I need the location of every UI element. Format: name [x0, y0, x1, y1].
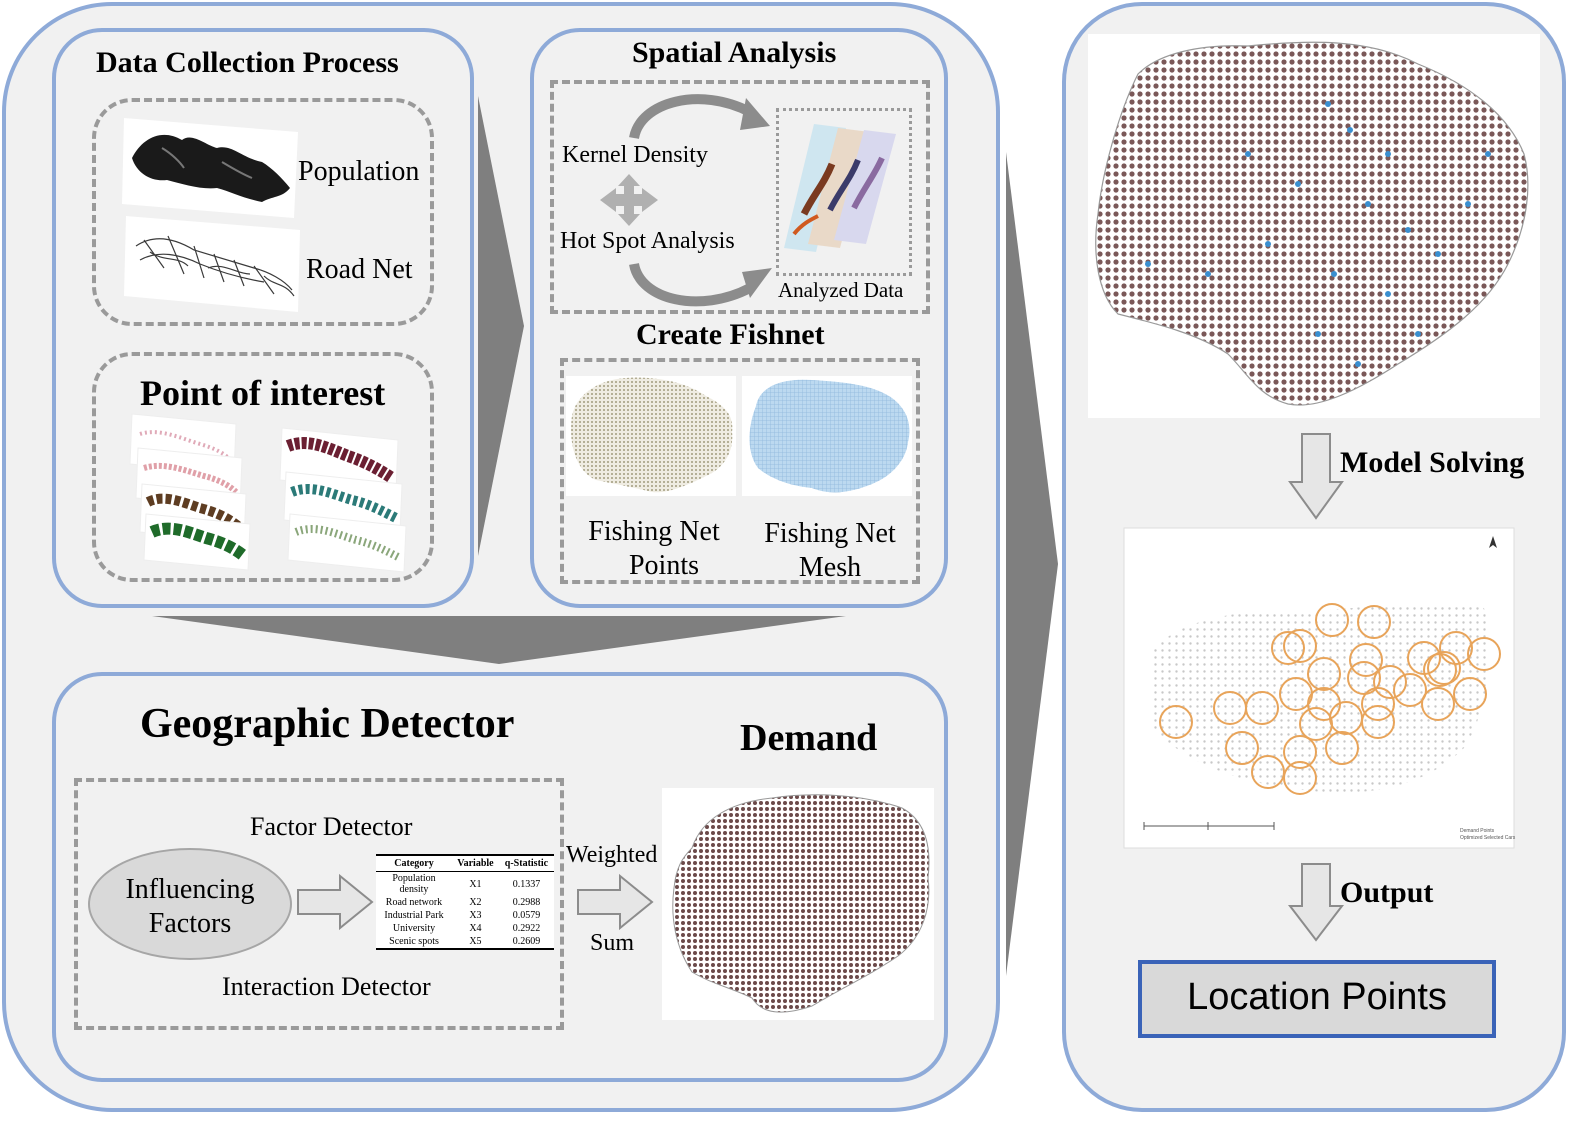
table-cell: 0.1337 — [512, 878, 541, 890]
fishnet-points-label-line1: Fishing Net — [588, 516, 720, 547]
road-net-map-image — [124, 216, 300, 312]
table-header-q-statistic: q-Statistic — [498, 854, 554, 872]
table-cell: Industrial Park — [384, 910, 444, 921]
table-cell: University — [392, 923, 436, 934]
fishnet-points-label-line2: Points — [628, 550, 700, 581]
table-cell: 0.2922 — [512, 923, 541, 934]
fishnet-mesh-label-line2: Mesh — [798, 552, 862, 583]
table-cell: X4 — [469, 923, 482, 934]
factor-detector-label: Factor Detector — [250, 812, 413, 841]
q-statistic-table: Category Variable q-Statistic Population… — [376, 854, 554, 950]
hot-spot-label: Hot Spot Analysis — [560, 228, 735, 254]
population-map-image — [122, 118, 298, 218]
table-cell: X3 — [469, 910, 482, 921]
geographic-detector-dashed-box — [74, 778, 564, 1030]
table-header-category: Category — [376, 854, 452, 872]
table-cell: X1 — [469, 878, 482, 890]
arrow-to-geographic-detector — [152, 616, 846, 664]
candidate-points-map-image — [1088, 34, 1540, 418]
data-collection-dashed-box — [92, 98, 434, 326]
population-label: Population — [298, 156, 420, 187]
table-cell: 0.2609 — [498, 935, 554, 950]
influencing-label-line1: Influencing — [125, 874, 255, 905]
fishnet-points-map — [566, 376, 736, 496]
arrow-to-table — [297, 873, 374, 931]
weighted-label: Weighted — [566, 842, 658, 868]
arrow-to-spatial-analysis — [478, 96, 524, 556]
poi-dashed-box — [92, 352, 434, 582]
demand-title: Demand — [740, 717, 878, 759]
analyzed-data-label: Analyzed Data — [778, 278, 904, 302]
arrow-to-demand — [577, 873, 654, 931]
data-collection-title: Data Collection Process — [96, 46, 399, 79]
table-cell: Population density — [392, 873, 436, 895]
table-cell: X2 — [469, 897, 482, 908]
spatial-analysis-title: Spatial Analysis — [632, 36, 837, 69]
four-way-arrow-icon — [600, 174, 658, 226]
geographic-detector-title: Geographic Detector — [140, 701, 515, 747]
location-points-box — [1138, 960, 1496, 1038]
spatial-analysis-dashed-box — [550, 80, 930, 314]
cycle-arrows — [629, 94, 772, 307]
map-legend-optimized-cars: Optimized Selected Cars — [1460, 835, 1516, 841]
fishnet-mesh-map — [742, 376, 912, 496]
output-label: Output — [1340, 876, 1434, 909]
demand-map-image — [662, 788, 934, 1020]
poi-map-stack-left — [129, 413, 251, 571]
table-cell: X5 — [452, 935, 499, 950]
analyzed-data-dashed-box — [776, 108, 912, 276]
kernel-density-label: Kernel Density — [562, 142, 708, 168]
influencing-label-line2: Factors — [148, 908, 232, 939]
table-cell: Road network — [385, 897, 443, 908]
model-solving-label: Model Solving — [1340, 446, 1525, 479]
output-down-arrow — [1287, 863, 1345, 942]
road-net-label: Road Net — [306, 254, 413, 285]
influencing-factors-ellipse — [88, 848, 292, 960]
location-points-label: Location Points — [1187, 976, 1447, 1018]
map-legend-demand-points: Demand Points — [1460, 828, 1495, 834]
fishnet-mesh-label-line1: Fishing Net — [764, 518, 896, 549]
spatial-analysis-panel — [530, 28, 948, 608]
table-cell: Scenic spots — [376, 935, 452, 950]
table-cell: 0.0579 — [512, 910, 541, 921]
model-solving-down-arrow — [1288, 433, 1344, 520]
analyzed-data-layers-image — [784, 124, 896, 252]
poi-title: Point of interest — [140, 373, 386, 413]
table-cell: 0.2988 — [512, 897, 541, 908]
optimized-location-map-image: Demand Points Optimized Selected Cars — [1123, 527, 1516, 849]
sum-label: Sum — [590, 930, 635, 956]
interaction-detector-label: Interaction Detector — [222, 972, 431, 1001]
poi-map-stack-right — [279, 427, 407, 573]
fishnet-dashed-box — [560, 358, 920, 584]
table-header-variable: Variable — [452, 854, 499, 872]
arrow-to-right-column — [1006, 152, 1058, 976]
create-fishnet-title: Create Fishnet — [636, 318, 825, 351]
